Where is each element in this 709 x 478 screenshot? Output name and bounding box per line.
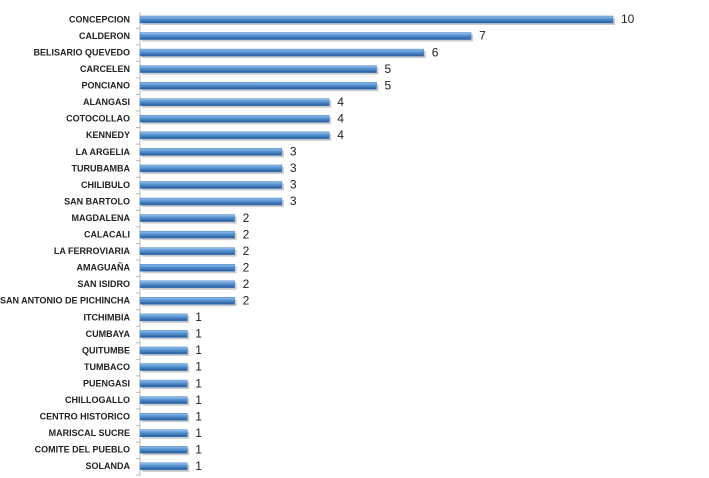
bar [139, 247, 235, 255]
bar [139, 429, 188, 437]
y-tick-label: COTOCOLLAO [66, 114, 130, 124]
y-tick-label: MARISCAL SUCRE [49, 428, 130, 438]
value-label: 3 [290, 161, 297, 175]
bar [139, 363, 188, 371]
value-label: 6 [432, 45, 439, 59]
value-label: 1 [195, 310, 202, 324]
value-label: 4 [337, 95, 344, 109]
value-label: 2 [243, 260, 250, 274]
bar [139, 264, 235, 272]
bar [139, 297, 235, 305]
bar [139, 412, 188, 421]
y-tick-label: BELISARIO QUEVEDO [33, 47, 130, 57]
y-tick-label: AMAGUAÑA [77, 263, 131, 273]
y-tick-label: TURUBAMBA [72, 163, 131, 173]
value-label: 1 [195, 409, 202, 423]
y-tick-label: QUITUMBE [82, 345, 130, 355]
value-label: 2 [243, 277, 250, 291]
bar [139, 313, 188, 322]
value-label: 1 [195, 327, 202, 341]
value-label: 1 [195, 343, 202, 357]
bar [139, 446, 188, 454]
y-tick-label: PUENGASI [83, 378, 130, 388]
y-tick-label: TUMBACO [84, 362, 130, 372]
value-label: 5 [385, 78, 392, 92]
bar [139, 15, 614, 24]
bar [139, 346, 188, 355]
value-label: 3 [290, 178, 297, 192]
value-label: 1 [195, 360, 202, 374]
bar [139, 197, 283, 206]
value-label: 2 [243, 227, 250, 241]
y-tick-label: LA FERROVIARIA [54, 246, 131, 256]
y-tick-label: SAN BARTOLO [64, 196, 130, 206]
bar [139, 330, 188, 338]
y-tick-label: CALACALI [84, 230, 130, 240]
value-label: 2 [243, 211, 250, 225]
y-tick-label: COMITE DEL PUEBLO [35, 445, 130, 455]
y-tick-label: CHILIBULO [81, 180, 130, 190]
value-label: 3 [290, 145, 297, 159]
y-tick-label: CENTRO HISTORICO [40, 412, 130, 422]
bar [139, 32, 472, 40]
value-label: 1 [195, 426, 202, 440]
y-tick-label: MAGDALENA [72, 213, 131, 223]
bar [139, 48, 425, 57]
bar [139, 462, 188, 471]
y-tick-label: CALDERON [79, 31, 130, 41]
y-tick-label: CUMBAYA [86, 329, 131, 339]
y-tick-label: ITCHIMBIA [84, 312, 131, 322]
bar [139, 164, 283, 173]
y-tick-label: SOLANDA [86, 461, 131, 471]
value-label: 1 [195, 376, 202, 390]
y-tick-label: ALANGASI [83, 97, 130, 107]
bar [139, 396, 188, 404]
bar [139, 81, 377, 90]
bar [139, 280, 235, 289]
bar [139, 230, 235, 239]
bar [139, 115, 330, 123]
value-label: 1 [195, 442, 202, 456]
bar [139, 379, 188, 388]
bar [139, 131, 330, 140]
bar [139, 148, 283, 156]
y-tick-label: SAN ANTONIO DE PICHINCHA [0, 296, 130, 306]
y-tick-label: KENNEDY [86, 130, 130, 140]
value-label: 2 [243, 294, 250, 308]
value-label: 4 [337, 128, 344, 142]
value-label: 7 [479, 29, 486, 43]
value-label: 3 [290, 194, 297, 208]
value-label: 1 [195, 459, 202, 473]
value-label: 5 [385, 62, 392, 76]
y-tick-label: CARCELEN [80, 64, 130, 74]
bar [139, 214, 235, 222]
value-label: 4 [337, 111, 344, 125]
y-tick-label: PONCIANO [81, 81, 130, 91]
bar [139, 98, 330, 106]
value-label: 1 [195, 393, 202, 407]
y-tick-label: CONCEPCION [69, 14, 130, 24]
value-label: 2 [243, 244, 250, 258]
y-tick-label: LA ARGELIA [76, 147, 131, 157]
bar [139, 65, 377, 73]
value-label: 10 [621, 12, 635, 26]
bar [139, 181, 283, 189]
y-tick-label: CHILLOGALLO [65, 395, 130, 405]
y-tick-label: SAN ISIDRO [77, 279, 130, 289]
